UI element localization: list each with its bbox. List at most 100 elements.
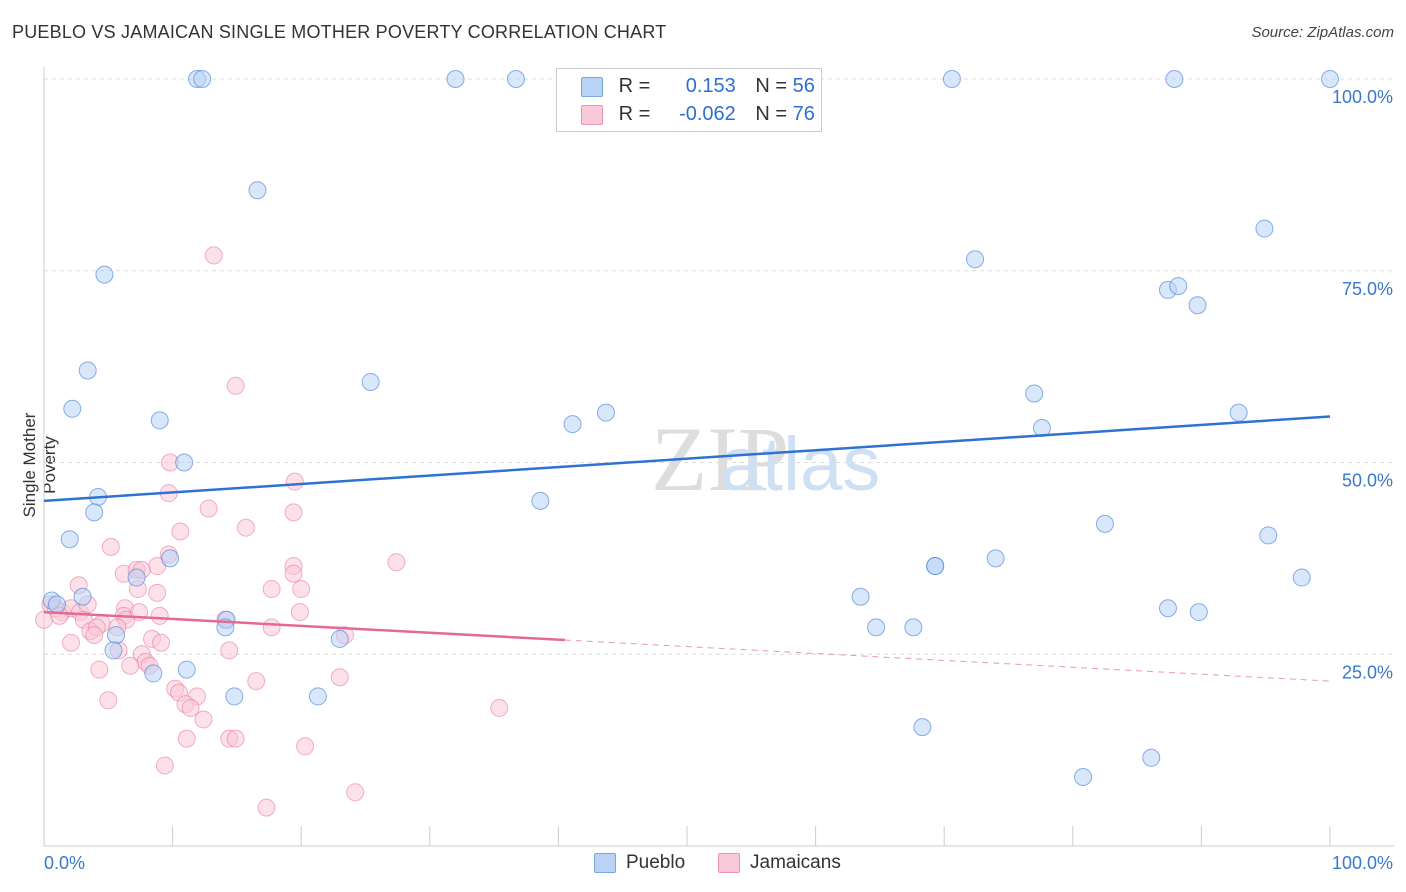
bottom-pueblo-label: Pueblo: [626, 852, 686, 873]
pueblo-point: [986, 549, 1005, 568]
pueblo-point: [63, 399, 82, 418]
pueblo-point: [85, 503, 104, 522]
jamaicans-point: [262, 580, 281, 599]
trend-lines: [43, 415, 1331, 682]
pueblo-point: [942, 70, 961, 88]
jamaicans-point: [85, 626, 104, 645]
jamaicans-point: [247, 672, 266, 691]
jamaicans-point: [150, 606, 169, 625]
pueblo-n-value: 56: [792, 75, 815, 97]
pueblo-point: [926, 557, 945, 576]
pueblo-n-label: N =: [755, 75, 788, 97]
jamaicans-point: [284, 503, 303, 522]
jamaicans-point: [226, 376, 245, 395]
pueblo-point: [95, 265, 114, 284]
pueblo-point: [1025, 384, 1044, 403]
pueblo-r-value: 0.153: [685, 75, 736, 97]
jamaicans-point: [155, 756, 174, 775]
jamaicans-point: [284, 564, 303, 583]
jamaicans-point: [346, 783, 365, 802]
bottom-jamaicans-label: Jamaicans: [750, 852, 841, 873]
pueblo-point: [175, 453, 194, 472]
pueblo-point: [144, 664, 163, 683]
chart-title: PUEBLO VS JAMAICAN SINGLE MOTHER POVERTY…: [12, 22, 667, 42]
jamaicans-point: [171, 522, 190, 541]
jamaicans-trend-extension: [564, 639, 1331, 682]
jamaicans-point: [101, 537, 120, 556]
pueblo-point: [1095, 514, 1114, 533]
pueblo-point: [446, 70, 465, 88]
jamaicans-point: [236, 518, 255, 537]
x-tick-label-min: 0.0%: [44, 853, 85, 873]
pueblo-point: [1165, 70, 1184, 88]
pueblo-point: [78, 361, 97, 380]
pueblo-point: [1189, 603, 1208, 622]
pueblo-point: [150, 411, 169, 430]
source-label: Source: ZipAtlas.com: [1251, 24, 1394, 41]
jamaicans-point: [204, 246, 223, 265]
pueblo-point: [161, 549, 180, 568]
pueblo-point: [531, 491, 550, 510]
jamaicans-point: [181, 698, 200, 717]
jamaicans-point: [35, 610, 53, 629]
bottom-jamaicans-swatch: [718, 852, 740, 873]
jamaicans-point: [292, 580, 311, 599]
jamaicans-point: [262, 618, 281, 637]
jamaicans-point: [285, 472, 304, 491]
jamaicans-point: [194, 710, 213, 729]
pueblo-point: [1158, 599, 1177, 618]
jamaicans-point: [177, 729, 196, 748]
pueblo-point: [248, 181, 267, 200]
pueblo-trend-line: [43, 415, 1331, 503]
pueblo-point: [308, 687, 327, 706]
jamaicans-point: [99, 691, 118, 710]
jamaicans-point: [90, 660, 109, 679]
pueblo-r-label: R =: [618, 75, 651, 97]
pueblo-point: [47, 595, 66, 614]
pueblo-point: [851, 587, 870, 606]
tick-labels: 25.0% 50.0% 75.0% 100.0% 0.0% 100.0%: [44, 87, 1393, 873]
y-tick-label: 100.0%: [1332, 87, 1393, 107]
x-tick-label-max: 100.0%: [1332, 853, 1393, 873]
correlation-legend: R = 0.153 N = 56 R = -0.062 N = 76: [556, 68, 822, 132]
jamaicans-n-value: 76: [792, 103, 815, 125]
jamaicans-r-label: R =: [618, 103, 651, 125]
pueblo-point: [177, 660, 196, 679]
watermark-atlas: atlas: [720, 422, 881, 507]
jamaicans-point: [199, 499, 218, 518]
jamaicans-point: [296, 737, 315, 756]
axes: [43, 67, 1394, 847]
jamaicans-point: [226, 729, 245, 748]
pueblo-point: [563, 415, 582, 434]
jamaicans-point: [152, 633, 171, 652]
pueblo-point: [73, 587, 92, 606]
jamaicans-point: [330, 668, 349, 687]
y-tick-label: 50.0%: [1342, 471, 1393, 491]
jamaicans-n-label: N =: [755, 103, 788, 125]
pueblo-point: [107, 626, 126, 645]
pueblo-point: [966, 250, 985, 269]
pueblo-point: [904, 618, 923, 637]
pueblo-point: [1255, 219, 1274, 238]
y-tick-label: 75.0%: [1342, 279, 1393, 299]
pueblo-point: [1142, 748, 1161, 767]
jamaicans-point: [290, 603, 309, 622]
pueblo-point: [913, 718, 932, 737]
pueblo-point: [1074, 767, 1093, 786]
pueblo-point: [127, 568, 146, 587]
pueblo-point: [60, 530, 79, 549]
pueblo-point: [1292, 568, 1311, 587]
pueblo-point: [1321, 70, 1339, 88]
gridlines: [44, 78, 1394, 655]
jamaicans-point: [148, 583, 167, 602]
legend-row-pueblo: R = 0.153 N = 56: [581, 75, 815, 99]
pueblo-points: [42, 70, 1339, 786]
jamaicans-r-value: -0.062: [679, 103, 736, 125]
legend-row-jamaicans: R = -0.062 N = 76: [581, 103, 815, 127]
pueblo-point: [506, 70, 525, 88]
jamaicans-points: [35, 246, 509, 817]
pueblo-point: [225, 687, 244, 706]
jamaicans-trend-line: [43, 610, 565, 642]
pueblo-point: [104, 641, 123, 660]
